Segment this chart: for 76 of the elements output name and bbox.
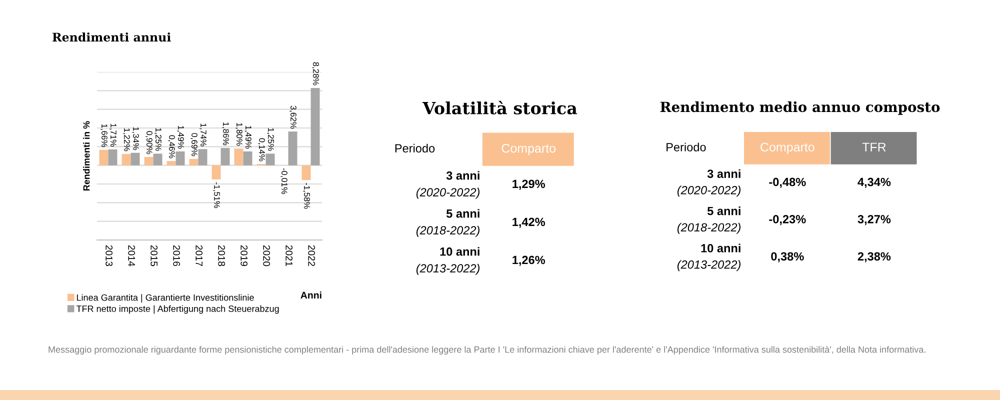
x-tick-label: 2016: [173, 245, 180, 266]
chart-title: Rendimenti annui: [52, 32, 171, 42]
x-tick-label: 2018: [218, 245, 226, 266]
bar: [198, 149, 208, 166]
data-label: 0,69%: [190, 133, 198, 156]
data-label: 1,86%: [222, 122, 229, 146]
data-label: 1,49%: [177, 126, 184, 149]
text: Volatilità storica: [422, 100, 578, 114]
data-label: 1,25%: [267, 128, 274, 151]
bar: [212, 165, 221, 180]
data-label: 1,29%: [512, 180, 546, 190]
data-label: 1,34%: [132, 127, 139, 150]
x-tick-label: 2021: [286, 245, 293, 266]
bar: [243, 151, 252, 166]
data-label: 1,25%: [154, 128, 162, 151]
bar: [166, 161, 176, 166]
data-label: 0,90%: [146, 131, 152, 154]
bar: [153, 154, 162, 166]
data-label: 1,66%: [100, 124, 108, 148]
bar: [122, 154, 131, 166]
data-label: 1,26%: [512, 256, 546, 266]
data-label: 1,22%: [123, 128, 130, 152]
text: Rendimento medio annuo composto: [660, 101, 940, 115]
data-label: 0,38%: [771, 252, 804, 262]
data-label: -1,51%: [213, 182, 220, 208]
x-tick-label: 2019: [240, 245, 248, 266]
y-axis-title: Rendimenti in %: [83, 121, 90, 191]
text: Periodo: [666, 142, 706, 152]
text: Comparto: [760, 142, 814, 154]
category-label: 5 anni (2018-2022): [677, 206, 741, 234]
data-label: -0,23%: [769, 215, 806, 226]
data-label: 3,27%: [858, 215, 891, 226]
bar: [99, 150, 108, 166]
category-label: 10 anni (2013-2022): [677, 244, 741, 272]
bar: [189, 158, 198, 166]
legend-label: Linea Garantita | Garantierte Investitionslinie: [76, 294, 254, 303]
x-tick-label: 2014: [128, 245, 136, 266]
legend-label: TFR netto imposte | Abfertigung nach Steuerabzug: [76, 305, 279, 314]
data-label: 1,49%: [244, 126, 252, 149]
category-label: 10 anni (2013-2022): [416, 247, 480, 275]
data-label: 0,14%: [258, 138, 265, 162]
data-label: 2,38%: [858, 252, 891, 262]
category-label: 3 anni (2020-2022): [677, 169, 741, 197]
data-label: 8,28%: [312, 62, 319, 86]
data-label: -0,48%: [769, 178, 806, 188]
x-axis-title: Anni: [300, 291, 322, 299]
data-label: 1,74%: [200, 124, 206, 146]
bar: [108, 149, 118, 166]
x-tick-label: 2017: [196, 245, 203, 266]
bar: [220, 148, 230, 166]
bar: [302, 165, 311, 180]
bar: [310, 88, 320, 166]
bar: [266, 154, 275, 166]
data-label: 1,42%: [512, 218, 546, 228]
text: Messaggio promozionale riguardante forme pensionistiche complementari - prima dell'adesione leggere la Parte I 'Le informazioni chiave per l'aderente' e l'Appendice 'Informativa sulla sostenibilità', della Nota informativa.: [48, 346, 926, 355]
x-tick-label: 2013: [106, 245, 113, 266]
data-label: 0,46%: [168, 135, 175, 158]
x-tick-label: 2020: [263, 245, 270, 266]
data-label: 3,62%: [290, 106, 296, 129]
data-label: 1,71%: [110, 124, 116, 147]
bar: [176, 151, 185, 166]
bar: [234, 148, 244, 166]
bar: [144, 156, 154, 166]
text: Periodo: [395, 144, 435, 153]
data-label: -0,01%: [280, 168, 288, 194]
text: Comparto: [502, 144, 556, 156]
x-tick-label: 2015: [150, 245, 158, 266]
data-label: 4,34%: [858, 178, 891, 188]
bar: [130, 152, 140, 166]
data-label: -1,58%: [303, 182, 310, 209]
data-label: 1,80%: [236, 123, 242, 146]
category-label: 3 anni (2020-2022): [416, 171, 480, 199]
x-tick-label: 2022: [308, 245, 316, 266]
category-label: 5 anni (2018-2022): [416, 209, 480, 237]
bar: [288, 132, 298, 166]
text: TFR: [862, 142, 886, 152]
